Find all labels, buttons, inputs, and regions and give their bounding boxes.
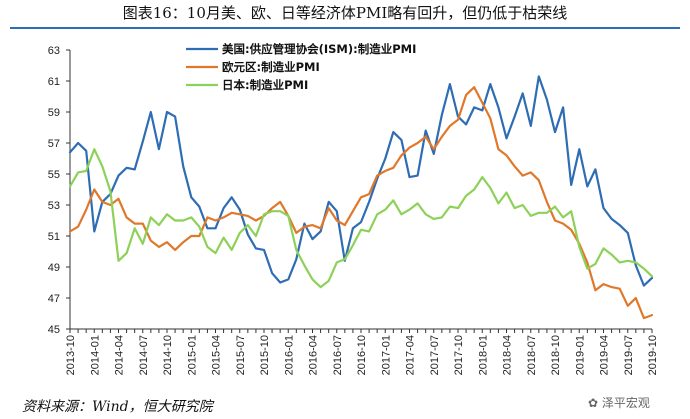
x-tick-label: 2015-07 (235, 335, 247, 375)
x-tick-label: 2016-07 (332, 335, 344, 375)
series-line-1 (68, 75, 654, 287)
x-tick-label: 2018-07 (526, 335, 538, 375)
legend-label-1: 美国:供应管理协会(ISM):制造业PMI (222, 42, 416, 56)
x-tick-label: 2019-07 (623, 335, 635, 375)
legend-label-2: 欧元区:制造业PMI (222, 60, 320, 74)
x-tick-label: 2017-10 (453, 335, 465, 375)
source-note: 资料来源：Wind，恒大研究院 (22, 399, 213, 415)
x-tick-label: 2019-01 (574, 335, 586, 375)
y-tick-label: 55 (48, 169, 60, 181)
series-line-2 (68, 86, 654, 320)
x-tick-label: 2018-01 (477, 335, 489, 375)
x-tick-label: 2018-10 (550, 335, 562, 375)
x-tick-label: 2014-04 (114, 335, 126, 375)
y-tick-label: 61 (48, 76, 60, 88)
x-tick-label: 2015-10 (259, 335, 271, 375)
x-tick-label: 2019-04 (599, 335, 611, 375)
y-tick-label: 49 (48, 262, 60, 274)
x-tick-label: 2017-01 (380, 335, 392, 375)
x-tick-label: 2015-04 (211, 335, 223, 375)
title-rule (10, 27, 680, 29)
x-tick-label: 2015-01 (186, 335, 198, 375)
axes: 45 47 49 51 53 55 57 59 61 63 2013-10 2014-01 2014-0… (48, 45, 659, 375)
wechat-icon: ✿ (588, 396, 602, 410)
x-tick-label: 2019-10 (647, 335, 659, 375)
x-tick-label: 2017-07 (429, 335, 441, 375)
watermark-text: 泽平宏观 (601, 396, 650, 410)
x-tick-label: 2016-04 (308, 335, 320, 375)
legend-label-3: 日本:制造业PMI (222, 78, 308, 92)
y-tick-label: 45 (48, 324, 60, 336)
series-line-3 (68, 148, 654, 289)
watermark: ✿ 泽平宏观 (588, 394, 650, 411)
x-tick-label: 2014-07 (138, 335, 150, 375)
legend: 美国:供应管理协会(ISM):制造业PMI 欧元区:制造业PMI 日本:制造业PMI (186, 42, 416, 92)
y-tick-label: 51 (48, 231, 60, 243)
x-tick-label: 2016-10 (356, 335, 368, 375)
y-tick-label: 63 (48, 45, 60, 57)
x-tick-label: 2013-10 (65, 335, 77, 375)
x-tick-label: 2016-01 (283, 335, 295, 375)
x-tick-label: 2018-04 (502, 335, 514, 375)
y-tick-label: 47 (48, 293, 60, 305)
y-tick-label: 57 (48, 138, 60, 150)
y-tick-label: 59 (48, 107, 60, 119)
x-tick-label: 2014-01 (89, 335, 101, 375)
series-layer (68, 75, 654, 320)
x-tick-label: 2017-04 (405, 335, 417, 375)
x-tick-label: 2014-10 (162, 335, 174, 375)
y-tick-label: 53 (48, 200, 60, 212)
chart-title: 图表16：10月美、欧、日等经济体PMI略有回升，但仍低于枯荣线 (122, 4, 568, 22)
